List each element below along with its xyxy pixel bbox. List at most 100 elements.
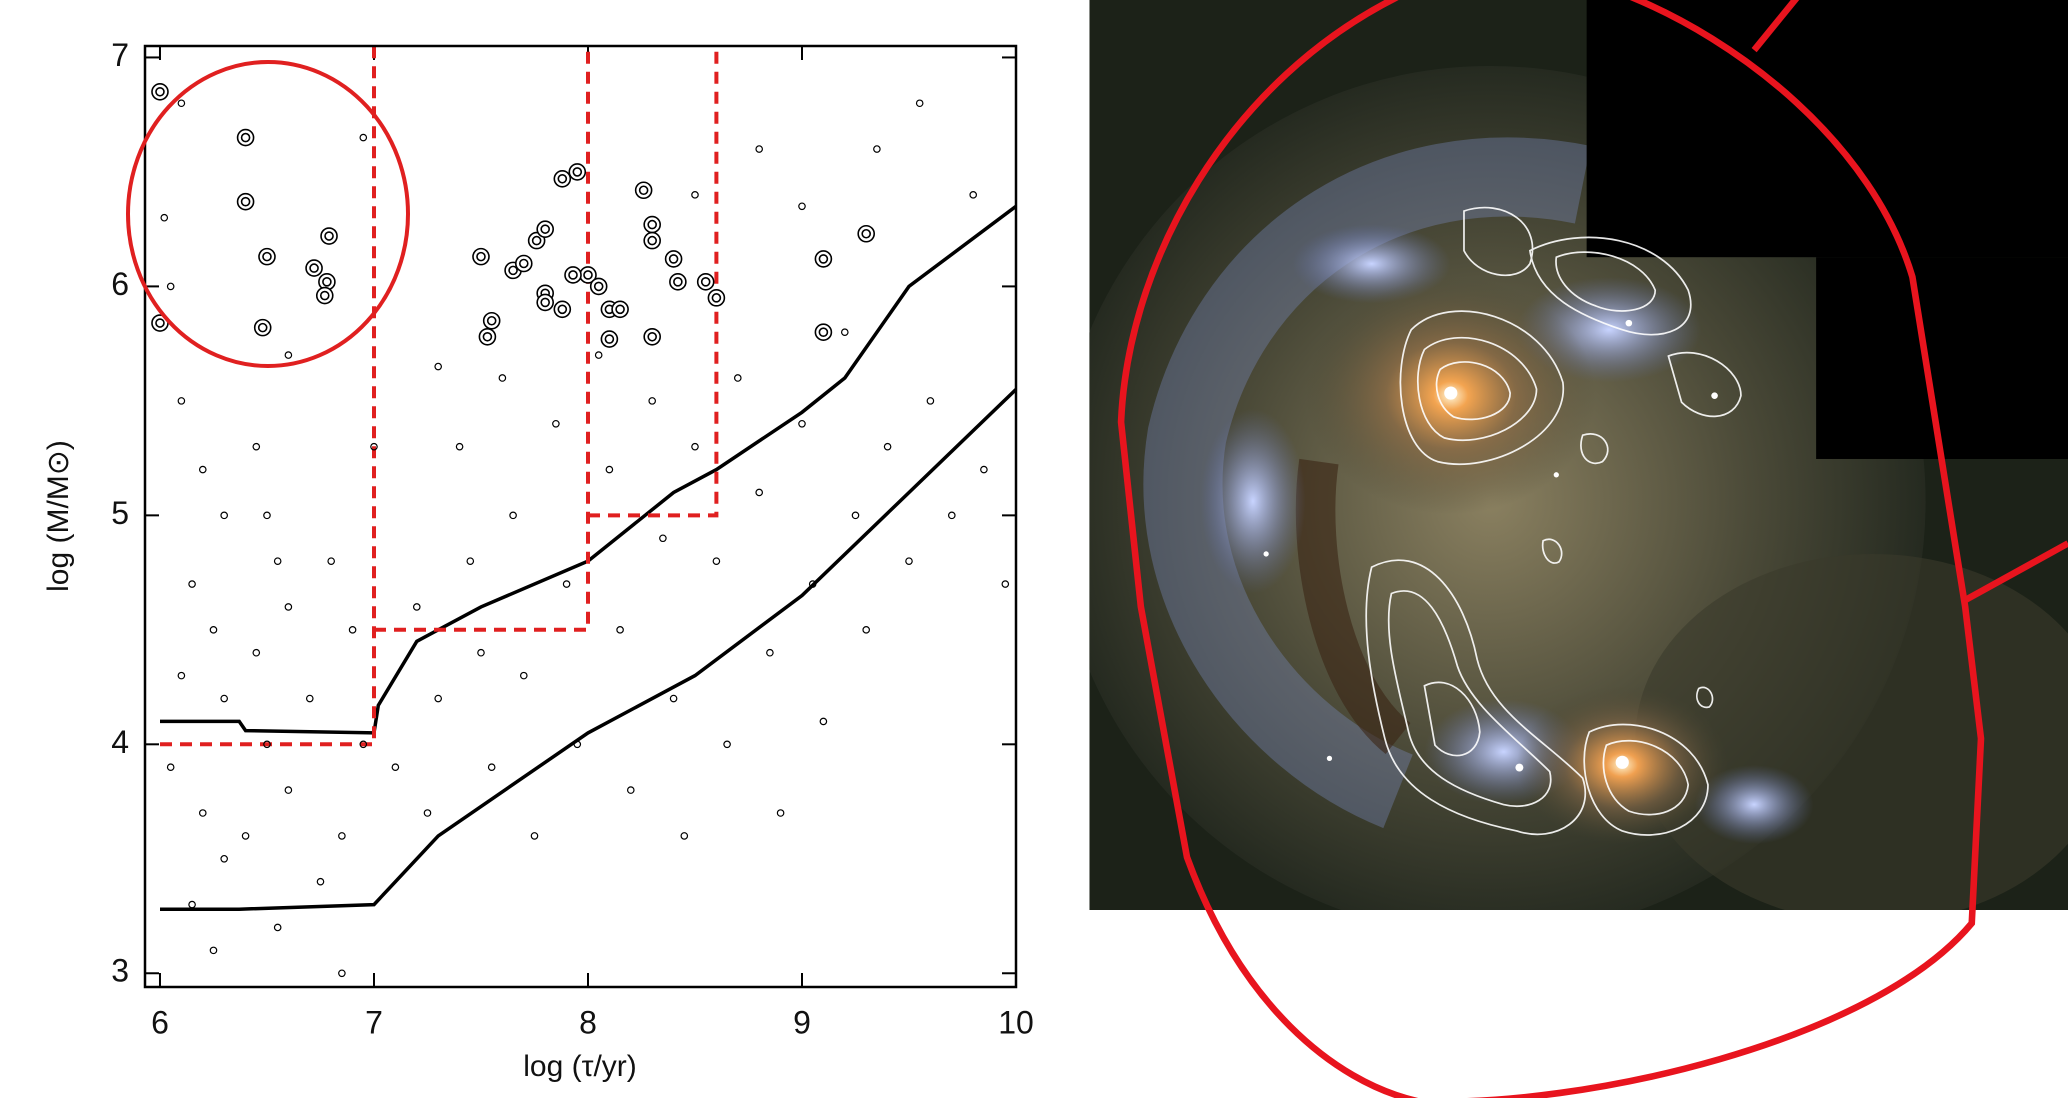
point	[307, 695, 313, 701]
point	[670, 695, 676, 701]
point	[713, 558, 719, 564]
point	[724, 741, 730, 747]
cluster-point	[479, 329, 495, 345]
cluster-point	[698, 274, 714, 290]
point	[1002, 581, 1008, 587]
cluster-point	[644, 329, 660, 345]
point-ring	[473, 249, 489, 265]
point	[285, 352, 291, 358]
point	[595, 352, 601, 358]
cluster-point	[644, 233, 660, 249]
point	[161, 215, 167, 221]
point	[221, 695, 227, 701]
cluster-point	[259, 249, 275, 265]
point	[884, 443, 890, 449]
cluster-point	[591, 278, 607, 294]
x-tick-label: 7	[365, 1004, 383, 1040]
point	[767, 650, 773, 656]
y-tick-label: 3	[111, 953, 129, 989]
point	[274, 558, 280, 564]
point	[521, 672, 527, 678]
cluster-point	[565, 267, 581, 283]
point	[456, 443, 462, 449]
point-ring	[537, 221, 553, 237]
cluster-point	[644, 217, 660, 233]
point-ring	[815, 324, 831, 340]
point	[488, 764, 494, 770]
point	[264, 512, 270, 518]
point-ring	[644, 217, 660, 233]
cluster-point	[858, 226, 874, 242]
point	[467, 558, 473, 564]
point	[317, 878, 323, 884]
point	[178, 672, 184, 678]
point	[360, 134, 366, 140]
point	[424, 810, 430, 816]
point	[852, 512, 858, 518]
cluster-point	[554, 301, 570, 317]
galaxy-panel	[1055, 0, 2068, 1098]
point-ring	[698, 274, 714, 290]
y-axis-label: log (M/M⊙)	[42, 440, 75, 592]
point	[692, 192, 698, 198]
point	[863, 627, 869, 633]
point	[820, 718, 826, 724]
point	[799, 203, 805, 209]
point	[756, 489, 762, 495]
cluster-point	[537, 294, 553, 310]
point	[167, 764, 173, 770]
point	[189, 901, 195, 907]
point-ring	[565, 267, 581, 283]
point-ring	[238, 130, 254, 146]
cluster-point	[238, 194, 254, 210]
point	[435, 363, 441, 369]
x-tick-label: 8	[579, 1004, 597, 1040]
y-tick-label: 6	[111, 266, 129, 302]
point-ring	[601, 331, 617, 347]
point	[906, 558, 912, 564]
y-tick-label: 7	[111, 37, 129, 73]
cluster-point	[815, 324, 831, 340]
point	[981, 466, 987, 472]
point	[210, 627, 216, 633]
highlight-ellipse	[128, 62, 408, 366]
point-ring	[306, 260, 322, 276]
point	[842, 329, 848, 335]
point-ring	[317, 288, 333, 304]
point	[285, 604, 291, 610]
point	[221, 856, 227, 862]
point	[478, 650, 484, 656]
x-axis-label: log (τ/yr)	[523, 1050, 637, 1083]
cluster-point	[473, 249, 489, 265]
x-tick-label: 6	[151, 1004, 169, 1040]
point	[167, 283, 173, 289]
point	[531, 833, 537, 839]
point	[649, 398, 655, 404]
point-ring	[612, 301, 628, 317]
cluster-point	[255, 320, 271, 336]
point	[916, 100, 922, 106]
point-ring	[554, 301, 570, 317]
point-ring	[479, 329, 495, 345]
page: {"chart_data": { "type": "scatter", "xla…	[0, 0, 2068, 1098]
point	[435, 695, 441, 701]
point	[200, 810, 206, 816]
point-ring	[554, 171, 570, 187]
point-ring	[537, 294, 553, 310]
point	[756, 146, 762, 152]
point-ring	[666, 251, 682, 267]
point	[499, 375, 505, 381]
point	[799, 421, 805, 427]
cluster-point	[306, 260, 322, 276]
point-ring	[591, 278, 607, 294]
point-ring	[815, 251, 831, 267]
point	[392, 764, 398, 770]
cluster-point	[636, 182, 652, 198]
cluster-point	[670, 274, 686, 290]
y-tick-label: 4	[111, 724, 129, 760]
point	[692, 443, 698, 449]
cluster-point	[238, 130, 254, 146]
point	[178, 398, 184, 404]
point	[414, 604, 420, 610]
cluster-point	[537, 221, 553, 237]
